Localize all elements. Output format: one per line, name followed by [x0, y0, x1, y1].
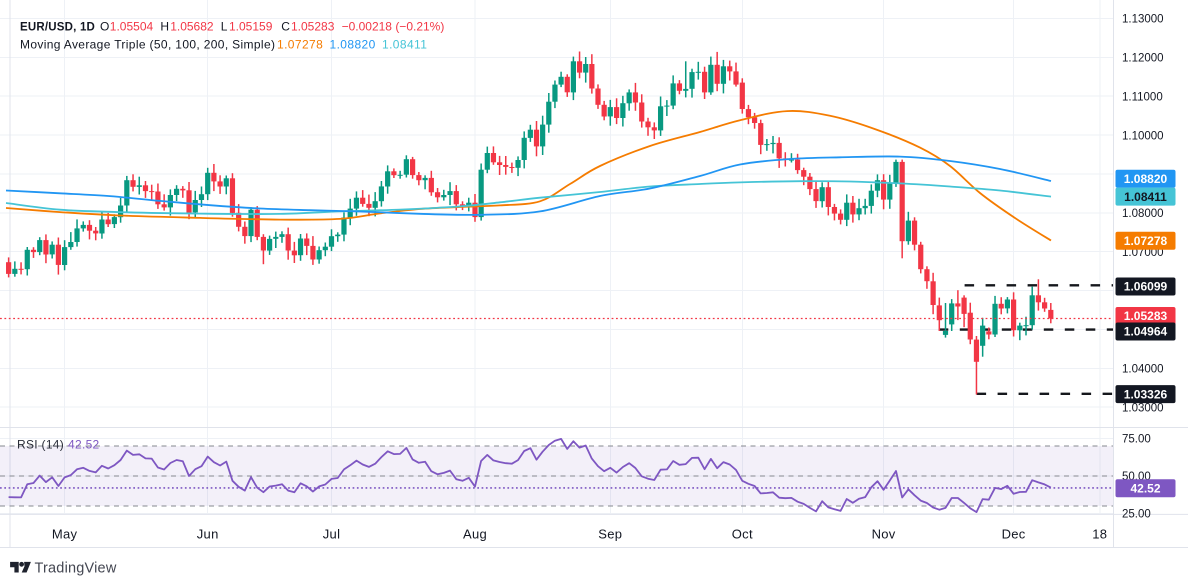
svg-text:TradingView: TradingView	[35, 561, 117, 577]
svg-text:1.08411: 1.08411	[382, 37, 427, 51]
svg-text:EUR/USD, 1D: EUR/USD, 1D	[20, 22, 95, 34]
svg-text:1.06099: 1.06099	[1124, 280, 1168, 294]
svg-text:1.04000: 1.04000	[1122, 364, 1164, 376]
svg-text:1.10000: 1.10000	[1122, 130, 1164, 142]
svg-text:25.00: 25.00	[1122, 509, 1151, 521]
svg-text:H: H	[160, 20, 169, 34]
svg-text:Dec: Dec	[1002, 527, 1026, 542]
svg-text:O: O	[100, 20, 109, 34]
svg-text:Jul: Jul	[323, 527, 341, 542]
svg-text:RSI (14): RSI (14)	[17, 438, 64, 452]
svg-text:1.08000: 1.08000	[1122, 208, 1164, 220]
svg-text:1.03000: 1.03000	[1122, 402, 1164, 414]
svg-text:1.05159: 1.05159	[229, 20, 273, 34]
svg-text:1.08820: 1.08820	[330, 37, 376, 51]
svg-text:1.05504: 1.05504	[110, 20, 154, 34]
svg-text:Moving Average Triple (50, 100: Moving Average Triple (50, 100, 200, Sim…	[20, 37, 275, 51]
svg-text:75.00: 75.00	[1122, 434, 1151, 446]
svg-text:1.05283: 1.05283	[1124, 309, 1168, 323]
svg-text:C: C	[281, 20, 290, 34]
svg-text:1.12000: 1.12000	[1122, 53, 1164, 65]
svg-text:Jun: Jun	[197, 527, 219, 542]
svg-text:1.08820: 1.08820	[1124, 172, 1168, 186]
svg-text:1.07000: 1.07000	[1122, 247, 1164, 259]
svg-text:1.05283: 1.05283	[291, 20, 335, 34]
svg-text:1.08411: 1.08411	[1124, 190, 1167, 204]
svg-text:1.04964: 1.04964	[1124, 325, 1168, 339]
svg-text:1.03326: 1.03326	[1124, 387, 1168, 401]
svg-text:1.05682: 1.05682	[170, 20, 214, 34]
svg-text:1.13000: 1.13000	[1122, 14, 1164, 26]
svg-text:1.07278: 1.07278	[1124, 234, 1168, 248]
svg-text:1.07278: 1.07278	[277, 37, 323, 51]
svg-text:Aug: Aug	[463, 527, 487, 542]
svg-text:May: May	[52, 527, 78, 542]
svg-text:−0.00218 (−0.21%): −0.00218 (−0.21%)	[342, 20, 445, 34]
svg-text:Oct: Oct	[732, 527, 753, 542]
svg-text:42.52: 42.52	[1130, 481, 1160, 495]
svg-text:42.52: 42.52	[68, 438, 100, 452]
svg-text:Nov: Nov	[872, 527, 896, 542]
svg-text:Sep: Sep	[598, 527, 622, 542]
svg-text:1.11000: 1.11000	[1122, 91, 1163, 103]
svg-text:L: L	[221, 20, 228, 34]
svg-text:18: 18	[1092, 527, 1107, 542]
